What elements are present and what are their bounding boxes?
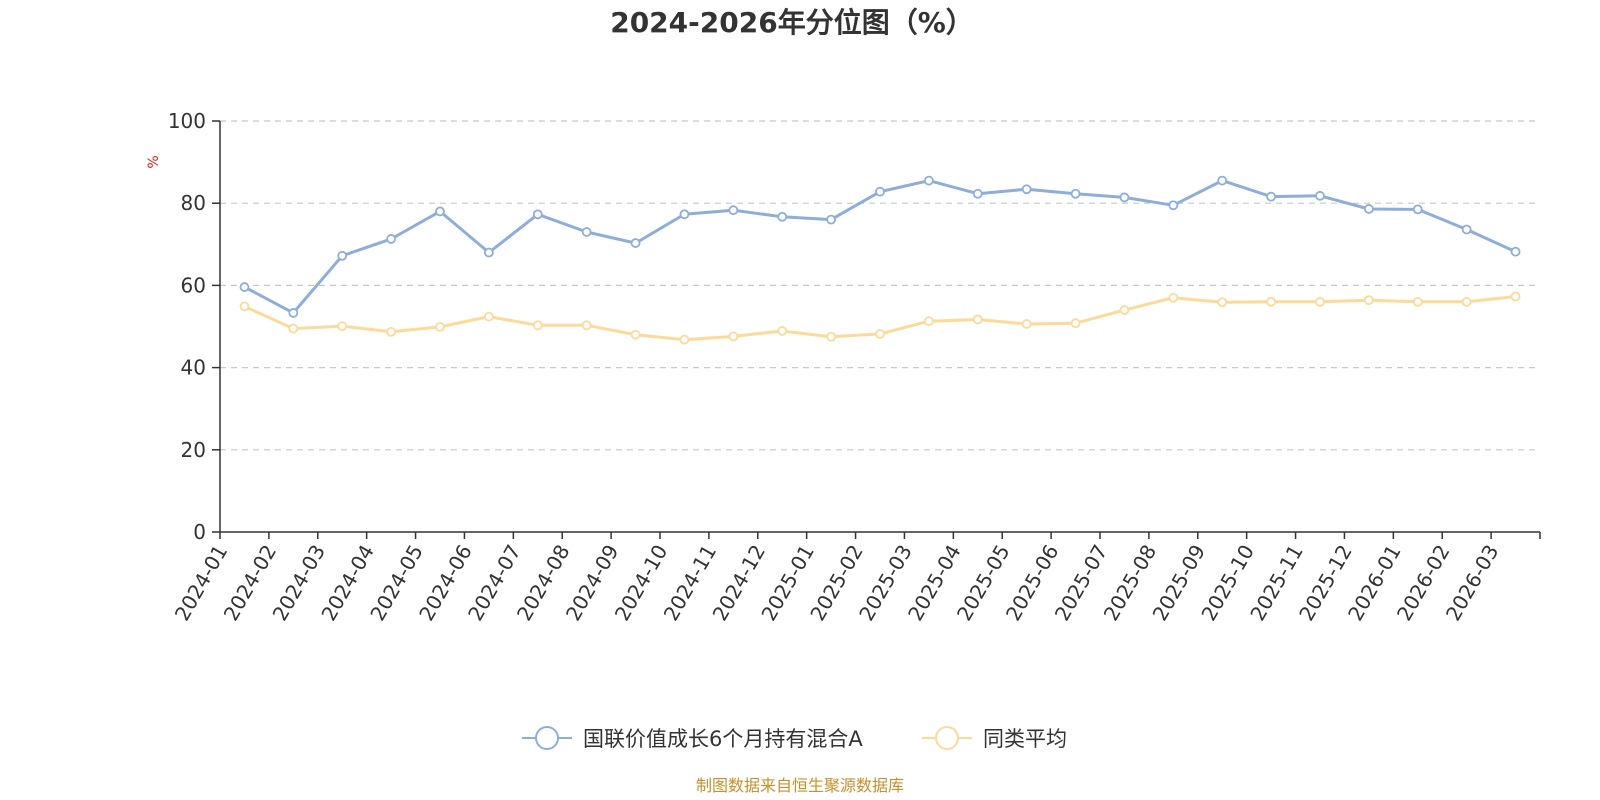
data-point-1[interactable] (1070, 318, 1081, 329)
data-point-1[interactable] (826, 331, 837, 342)
data-point-1[interactable] (630, 329, 641, 340)
data-point-0[interactable] (386, 234, 397, 244)
data-point-1[interactable] (1217, 297, 1228, 308)
data-point-0[interactable] (288, 308, 299, 318)
y-tick-label: 40 (181, 356, 206, 380)
data-point-1[interactable] (386, 326, 397, 337)
data-point-1[interactable] (728, 331, 739, 342)
data-point-0[interactable] (923, 175, 934, 186)
data-point-0[interactable] (728, 205, 739, 216)
y-tick-label: 100 (168, 109, 206, 133)
data-point-0[interactable] (1412, 204, 1423, 215)
y-tick-label: 80 (181, 191, 206, 215)
data-point-0[interactable] (435, 206, 445, 217)
data-point-1[interactable] (1168, 292, 1179, 303)
data-point-0[interactable] (1461, 224, 1472, 235)
legend[interactable]: 国联价值成长6个月持有混合A 同类平均 (522, 726, 1067, 751)
data-point-1[interactable] (483, 311, 494, 322)
data-point-0[interactable] (1070, 188, 1081, 199)
data-point-1[interactable] (1461, 296, 1472, 307)
gridlines (220, 120, 1540, 451)
data-point-0[interactable] (239, 282, 250, 292)
data-point-1[interactable] (1315, 296, 1325, 307)
legend-label: 同类平均 (983, 727, 1067, 751)
legend-marker-icon (535, 726, 559, 750)
data-point-0[interactable] (826, 214, 837, 225)
data-point-1[interactable] (239, 301, 250, 312)
data-point-0[interactable] (777, 211, 788, 222)
data-point-0[interactable] (1217, 175, 1228, 186)
data-point-1[interactable] (679, 334, 690, 345)
legend-item-0[interactable]: 国联价值成长6个月持有混合A (522, 726, 863, 751)
data-point-1[interactable] (1363, 295, 1374, 306)
data-point-0[interactable] (1119, 192, 1130, 203)
y-tick-label: 20 (181, 438, 206, 462)
data-point-1[interactable] (875, 328, 885, 339)
legend-item-1[interactable]: 同类平均 (922, 726, 1067, 751)
data-point-0[interactable] (679, 209, 690, 220)
y-axis-label: % (146, 155, 162, 168)
data-point-1[interactable] (581, 320, 592, 331)
y-tick-label: 0 (193, 520, 206, 544)
chart-title: 2024-2026年分位图（%） (610, 6, 974, 39)
data-point-0[interactable] (1168, 200, 1179, 211)
data-point-1[interactable] (777, 326, 788, 336)
data-point-0[interactable] (1021, 184, 1032, 195)
data-point-0[interactable] (1266, 191, 1277, 202)
data-point-0[interactable] (1363, 204, 1374, 214)
axes: 0204060801002024-012024-022024-032024-04… (168, 109, 1541, 625)
data-point-1[interactable] (288, 323, 299, 334)
data-point-0[interactable] (972, 188, 983, 199)
data-point-1[interactable] (923, 316, 934, 327)
data-point-0[interactable] (532, 209, 543, 220)
data-point-0[interactable] (1315, 190, 1325, 201)
series-line-0 (243, 179, 1517, 315)
data-point-0[interactable] (1510, 246, 1521, 257)
data-point-1[interactable] (1119, 305, 1130, 315)
legend-label: 国联价值成长6个月持有混合A (583, 727, 863, 751)
data-point-1[interactable] (435, 322, 445, 332)
data-point-0[interactable] (483, 247, 494, 258)
legend-marker-icon (935, 726, 959, 750)
data-point-1[interactable] (1412, 296, 1423, 307)
data-point-1[interactable] (532, 320, 543, 331)
series-layer (239, 175, 1521, 345)
data-point-1[interactable] (1510, 291, 1521, 302)
data-point-0[interactable] (630, 238, 641, 248)
data-point-1[interactable] (1266, 296, 1277, 307)
data-point-0[interactable] (337, 250, 348, 261)
data-point-0[interactable] (581, 227, 592, 237)
data-point-1[interactable] (1021, 319, 1032, 329)
data-point-0[interactable] (875, 186, 885, 197)
data-point-1[interactable] (972, 314, 983, 325)
source-note: 制图数据来自恒生聚源数据库 (696, 776, 904, 795)
data-point-1[interactable] (337, 321, 348, 331)
y-tick-label: 60 (181, 273, 206, 297)
